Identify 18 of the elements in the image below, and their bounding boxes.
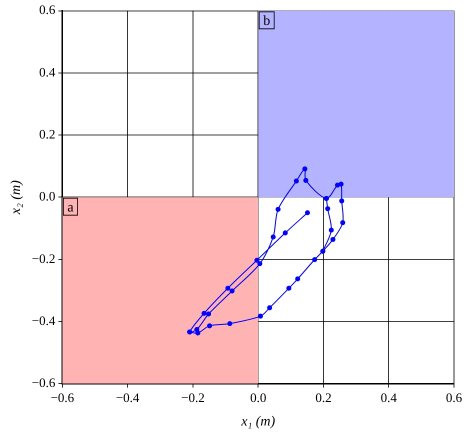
y-axis-title: x₂ (m): [9, 180, 24, 216]
y-tick-label: 0.4: [39, 64, 56, 80]
y-tick-label: 0.2: [39, 126, 56, 142]
x-tick-label: −0.4: [116, 390, 140, 405]
y-tick-label: −0.6: [32, 375, 56, 390]
x-tick-label: 0.2: [315, 390, 332, 405]
x-tick-label: 0.0: [250, 390, 266, 405]
y-tick-label: −0.2: [32, 250, 56, 266]
y-tick-label: 0.6: [39, 2, 56, 18]
x-tick-label: 0.4: [380, 390, 398, 405]
y-tick-label: 0.0: [39, 188, 56, 204]
x-tick-label: 0.6: [446, 390, 463, 405]
annotation: b: [263, 14, 270, 29]
x-tick-label: −0.6: [50, 390, 75, 405]
y-tick-label: −0.4: [32, 312, 56, 328]
x-axis-title: x₁ (m): [240, 414, 276, 430]
annotation: a: [67, 200, 74, 216]
x-tick-label: −0.2: [181, 390, 205, 405]
